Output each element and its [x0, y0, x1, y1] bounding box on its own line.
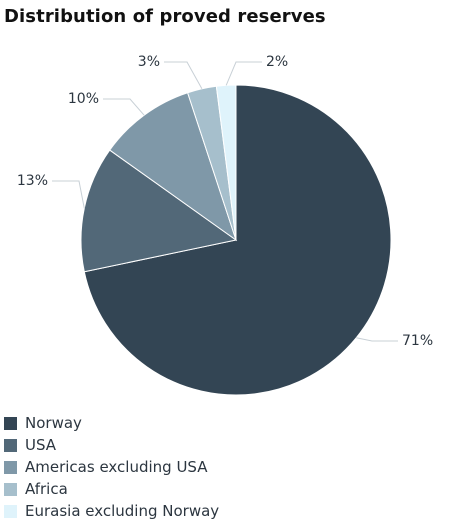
- legend-label-americas-excluding-usa: Americas excluding USA: [25, 458, 208, 476]
- legend-swatch-norway: [4, 416, 17, 430]
- leader-line-norway: [356, 337, 398, 342]
- slice-label-norway: 71%: [402, 333, 433, 349]
- slice-label-africa: 3%: [138, 54, 160, 70]
- legend-item-americas-excluding-usa: Americas excluding USA: [4, 456, 454, 478]
- legend-swatch-americas-excluding-usa: [4, 460, 17, 474]
- leader-line-eurasia-excluding-norway: [225, 61, 262, 86]
- slice-label-usa: 13%: [17, 173, 48, 189]
- pie-chart: 71% 13% 10% 3% 2%: [17, 54, 433, 396]
- legend-label-eurasia-excluding-norway: Eurasia excluding Norway: [25, 502, 220, 520]
- legend-swatch-eurasia-excluding-norway: [4, 504, 17, 518]
- legend-label-norway: Norway: [25, 414, 82, 432]
- legend: Norway USA Americas excluding USA Africa…: [4, 412, 454, 522]
- legend-swatch-usa: [4, 438, 17, 452]
- leader-line-usa: [52, 180, 85, 209]
- chart-title: Distribution of proved reserves: [4, 6, 326, 27]
- legend-label-africa: Africa: [25, 480, 68, 498]
- legend-label-usa: USA: [25, 436, 57, 454]
- legend-item-eurasia-excluding-norway: Eurasia excluding Norway: [4, 500, 454, 522]
- legend-swatch-africa: [4, 482, 17, 496]
- legend-item-africa: Africa: [4, 478, 454, 500]
- leader-line-americas-excluding-usa: [103, 98, 145, 116]
- leader-lines: [52, 61, 398, 342]
- slice-labels: 71% 13% 10% 3% 2%: [17, 54, 433, 349]
- leader-line-africa: [164, 61, 203, 90]
- slice-label-eurasia-excluding-norway: 2%: [266, 54, 288, 70]
- pie-slice-eurasia-excluding-norway: [215, 84, 237, 241]
- slice-label-americas-excluding-usa: 10%: [68, 91, 99, 107]
- legend-item-usa: USA: [4, 434, 454, 456]
- legend-item-norway: Norway: [4, 412, 454, 434]
- pie-slices: [80, 84, 392, 396]
